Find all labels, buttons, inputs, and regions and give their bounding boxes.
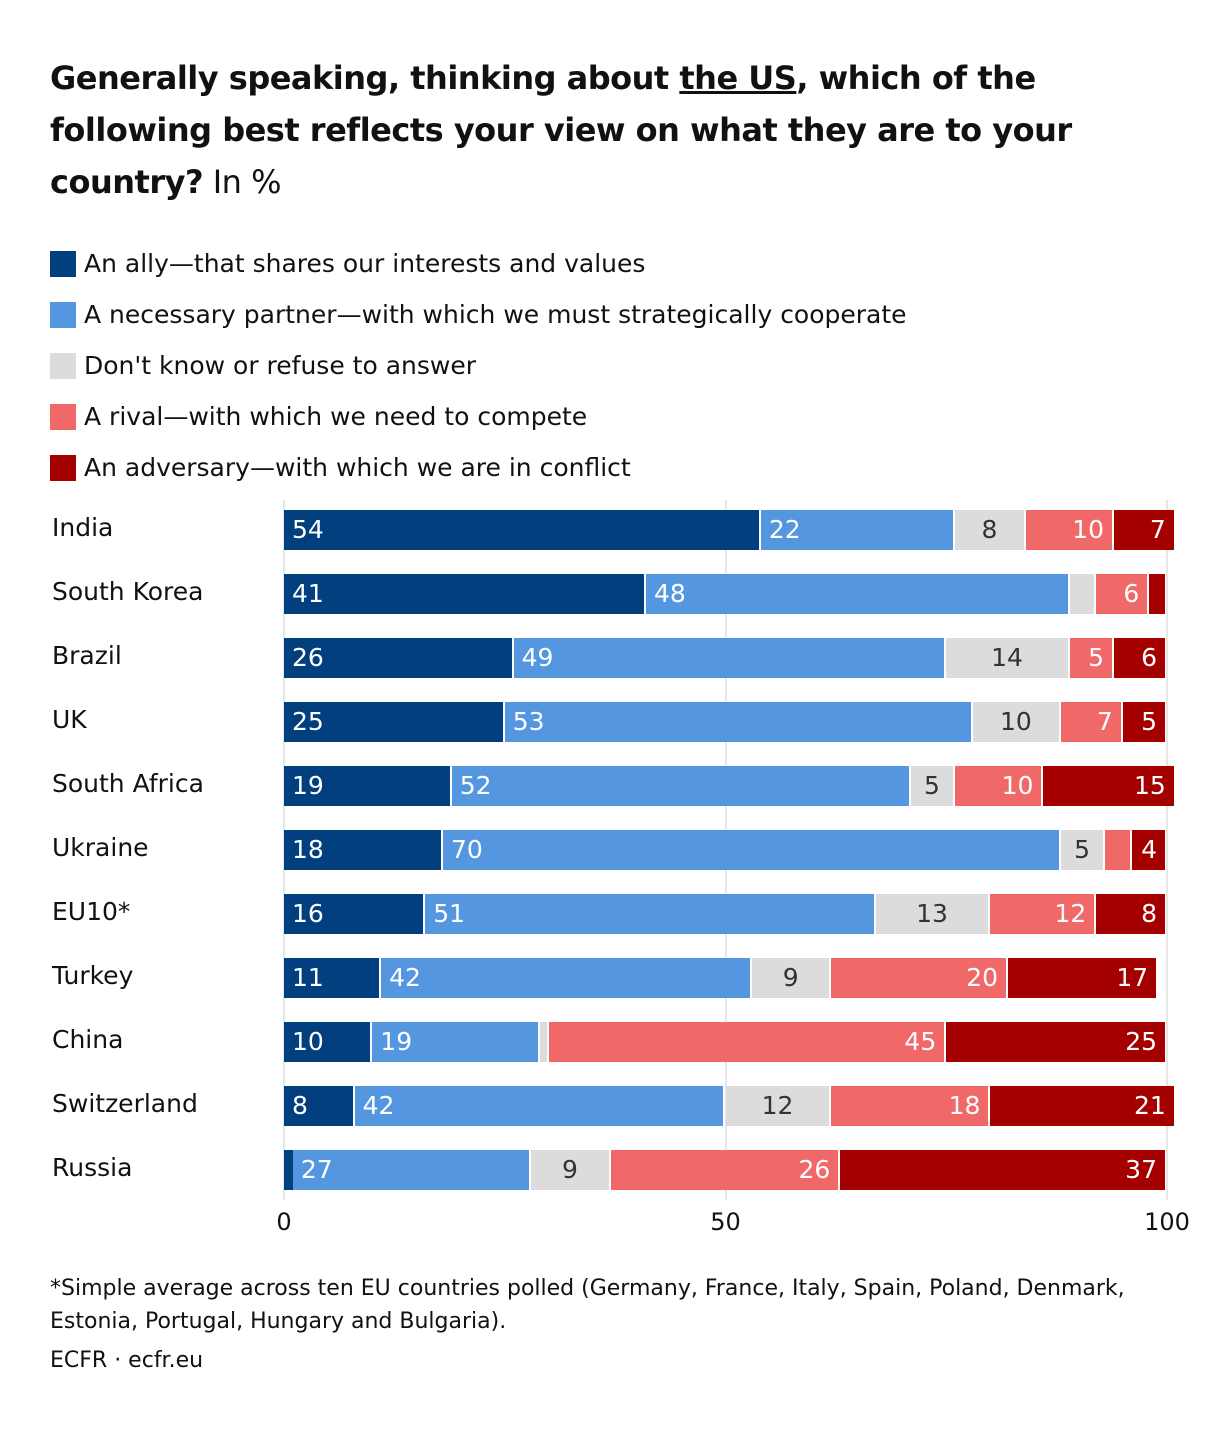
bar-segment: 5 — [1122, 702, 1165, 742]
legend-item: A rival—with which we need to compete — [50, 391, 907, 442]
bar-segment: 20 — [831, 958, 1007, 998]
legend-label: An ally—that shares our interests and va… — [84, 249, 646, 278]
category-label: Switzerland — [52, 1089, 198, 1118]
category-label: South Korea — [52, 577, 204, 606]
bar-segment: 8 — [955, 510, 1024, 550]
category-label: Turkey — [52, 961, 134, 990]
bar-segment: 11 — [284, 958, 380, 998]
footnote: *Simple average across ten EU countries … — [50, 1276, 1125, 1334]
bar-segment: 48 — [646, 574, 1068, 614]
bar-segment: 10 — [1025, 510, 1113, 550]
bar-segment: 7 — [1061, 702, 1121, 742]
bar-segment: 26 — [610, 1150, 839, 1190]
bar-segment: 4 — [1131, 830, 1165, 870]
bar-segment: 17 — [1008, 958, 1157, 998]
legend-item: An ally—that shares our interests and va… — [50, 238, 907, 289]
bar-segment: 27 — [292, 1150, 530, 1190]
bar-segment — [540, 1022, 547, 1062]
bar-segment: 51 — [425, 894, 874, 934]
bar-segment: 10 — [972, 702, 1060, 742]
bar-segment — [1069, 574, 1095, 614]
chart-title: Generally speaking, thinking about the U… — [50, 59, 1072, 201]
bar-segment: 42 — [354, 1086, 724, 1126]
bar-segment: 25 — [946, 1022, 1165, 1062]
bar-segment: 12 — [725, 1086, 830, 1126]
bar-segment: 12 — [990, 894, 1095, 934]
plot-area: 54 22 8 10 7 41 48 6 26 49 14 5 6 25 53 10 7 5 19 52 5 10 15 18… — [283, 500, 1174, 1200]
bar-segment: 8 — [1096, 894, 1165, 934]
bar-segment: 52 — [451, 766, 909, 806]
legend-item: Don't know or refuse to answer — [50, 340, 907, 391]
category-label: South Africa — [52, 769, 204, 798]
bar-segment: 19 — [284, 766, 450, 806]
bar-segment: 8 — [284, 1086, 353, 1126]
x-tick-label: 50 — [710, 1208, 741, 1236]
bar-segment: 22 — [760, 510, 954, 550]
x-tick-label: 100 — [1144, 1208, 1190, 1236]
category-label: India — [52, 513, 114, 542]
category-label: EU10* — [52, 897, 131, 926]
bar-segment: 37 — [840, 1150, 1165, 1190]
bar-segment: 42 — [381, 958, 750, 998]
bar-segment: 19 — [372, 1022, 539, 1062]
bar-segment: 9 — [531, 1150, 609, 1190]
legend-label: A necessary partner—with which we must s… — [84, 300, 907, 329]
legend-swatch — [50, 403, 76, 430]
bar-segment: 41 — [284, 574, 645, 614]
bar-segment — [1149, 574, 1166, 614]
bar-segment: 6 — [1114, 638, 1165, 678]
bar-segment: 53 — [504, 702, 971, 742]
bar-segment: 5 — [1061, 830, 1104, 870]
bar-segment: 5 — [910, 766, 954, 806]
bar-segment: 9 — [751, 958, 830, 998]
legend-label: A rival—with which we need to compete — [84, 402, 588, 431]
bar-segment: 45 — [548, 1022, 945, 1062]
legend-swatch — [50, 352, 76, 379]
gridline — [1166, 500, 1168, 1200]
legend-swatch — [50, 301, 76, 328]
bar-segment: 18 — [284, 830, 441, 870]
bar-segment: 7 — [1114, 510, 1174, 550]
bar-segment: 10 — [284, 1022, 371, 1062]
bar-segment: 16 — [284, 894, 424, 934]
bar-segment: 25 — [284, 702, 503, 742]
x-tick-label: 0 — [276, 1208, 292, 1236]
bar-segment: 54 — [284, 510, 759, 550]
category-label: Russia — [52, 1153, 133, 1182]
bar-segment: 26 — [284, 638, 512, 678]
bar-segment: 70 — [442, 830, 1060, 870]
bar-segment: 49 — [513, 638, 945, 678]
bar-segment: 13 — [875, 894, 989, 934]
legend-item: An adversary—with which we are in confli… — [50, 442, 907, 493]
bar-segment: 15 — [1043, 766, 1174, 806]
legend-label: Don't know or refuse to answer — [84, 351, 476, 380]
legend-swatch — [50, 454, 76, 481]
bar-segment — [1105, 830, 1130, 870]
category-label: Brazil — [52, 641, 122, 670]
bar-segment: 18 — [831, 1086, 989, 1126]
category-label: Ukraine — [52, 833, 149, 862]
legend-swatch — [50, 250, 76, 277]
bar-segment: 14 — [946, 638, 1068, 678]
bar-segment: 10 — [955, 766, 1042, 806]
legend: An ally—that shares our interests and va… — [50, 238, 907, 493]
bar-segment: 5 — [1069, 638, 1112, 678]
category-label: UK — [52, 705, 87, 734]
category-label: China — [52, 1025, 124, 1054]
legend-label: An adversary—with which we are in confli… — [84, 453, 631, 482]
legend-item: A necessary partner—with which we must s… — [50, 289, 907, 340]
bar-segment: 21 — [990, 1086, 1174, 1126]
bar-segment: 6 — [1096, 574, 1148, 614]
source: ECFR · ecfr.eu — [50, 1348, 204, 1373]
